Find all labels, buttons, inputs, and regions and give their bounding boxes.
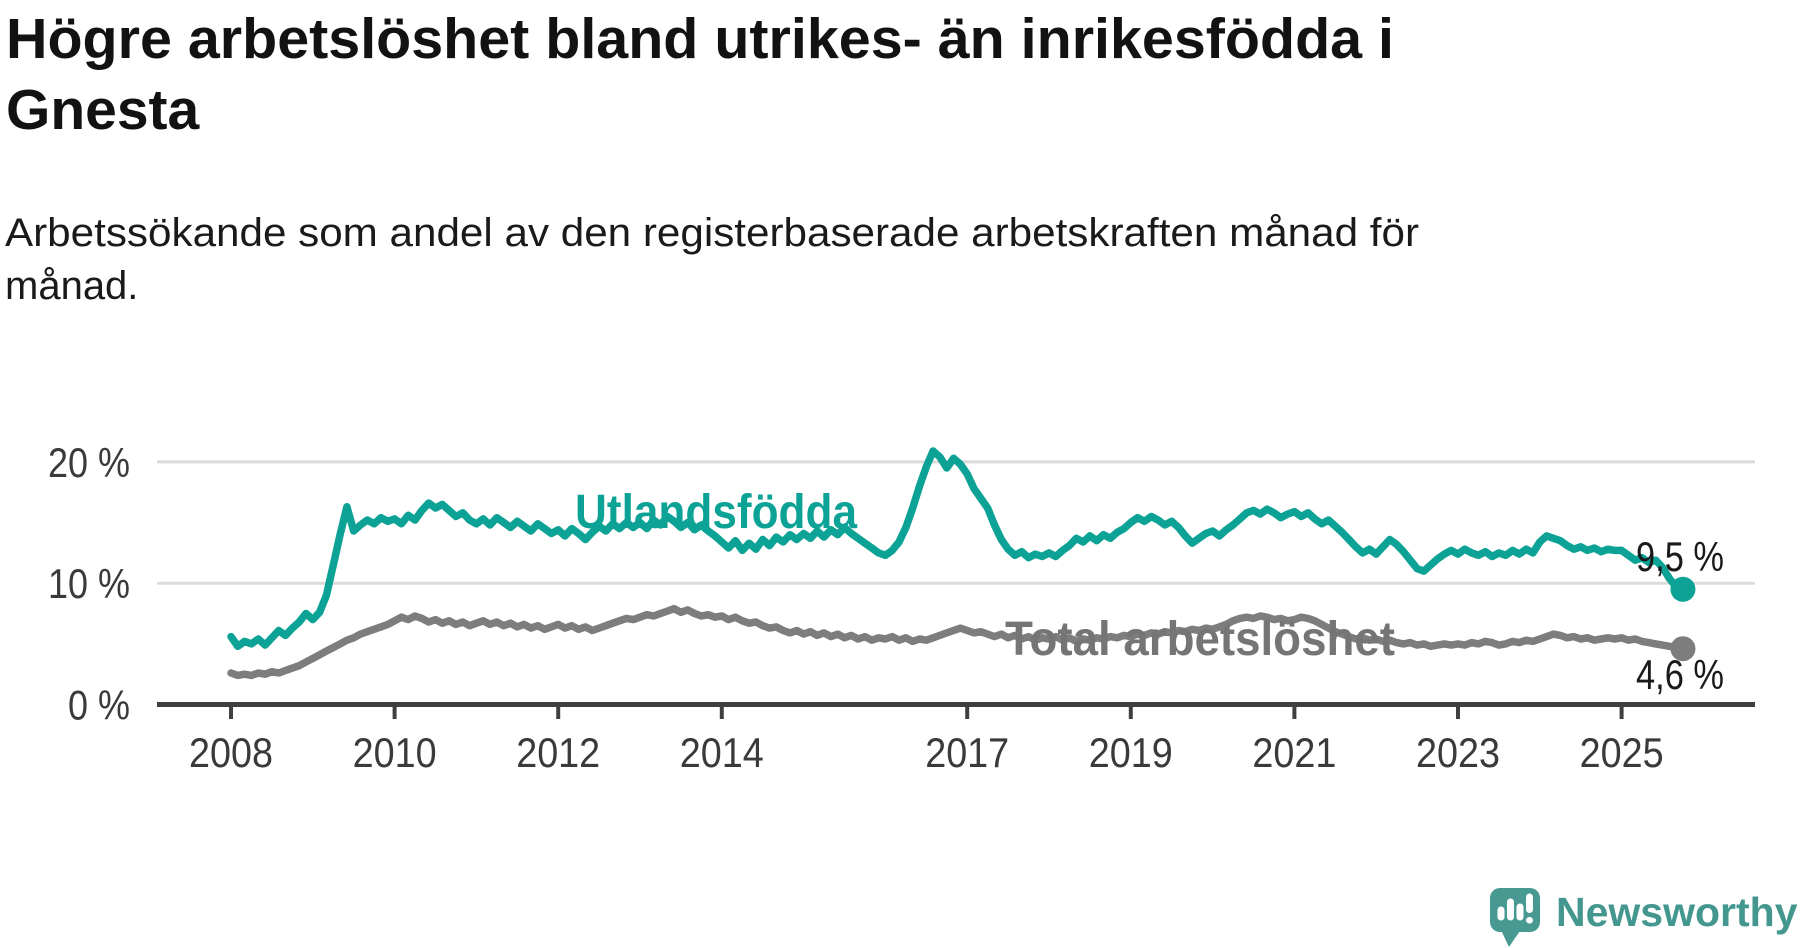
series-line-utlandsfodda xyxy=(227,447,1687,651)
series-label-total: Total arbetslöshet xyxy=(1005,613,1395,666)
x-tick-label-2008: 2008 xyxy=(189,729,273,776)
subtitle-line-1: Arbetssökande som andel av den registerb… xyxy=(5,211,1419,255)
y-tick-label-0: 0 % xyxy=(68,682,130,729)
subtitle-line-2: månad. xyxy=(5,264,138,308)
logo-bubble-tail xyxy=(1500,928,1522,947)
series-line-total xyxy=(227,604,1687,680)
x-tick-label-2021: 2021 xyxy=(1252,729,1336,776)
chart-title: Högre arbetslöshet bland utrikes- än inr… xyxy=(6,7,1394,142)
end-value-label-utlandsfodda: 9,5 % xyxy=(1636,533,1724,580)
y-tick-label-20: 20 % xyxy=(48,439,130,486)
x-tick-label-2012: 2012 xyxy=(516,729,600,776)
x-tick-label-2019: 2019 xyxy=(1089,729,1173,776)
series-label-utlandsfodda: Utlandsfödda xyxy=(575,486,857,539)
end-dots xyxy=(1670,576,1696,662)
x-axis: 2008 2010 2012 2014 2017 2019 2021 2023 2025 xyxy=(157,702,1755,776)
logo-bar-chart-icon xyxy=(1497,893,1533,924)
end-dot-utlandsfodda xyxy=(1670,576,1696,602)
x-tick-label-2014: 2014 xyxy=(680,729,764,776)
end-value-labels: 9,5 %4,6 % xyxy=(1636,533,1724,698)
logo-text: Newsworthy xyxy=(1556,889,1798,935)
end-dot-total xyxy=(1670,636,1696,662)
y-axis-labels: 0 % 10 % 20 % xyxy=(48,439,130,729)
series-labels: Utlandsfödda Total arbetslöshet xyxy=(575,486,1395,666)
x-tick-label-2025: 2025 xyxy=(1580,729,1664,776)
x-tick-label-2017: 2017 xyxy=(925,729,1009,776)
chart-subtitle: Arbetssökande som andel av den registerb… xyxy=(5,211,1419,308)
data-series xyxy=(227,447,1687,680)
x-tick-label-2023: 2023 xyxy=(1416,729,1500,776)
y-tick-label-10: 10 % xyxy=(48,560,130,607)
x-tick-label-2010: 2010 xyxy=(353,729,437,776)
title-line-1: Högre arbetslöshet bland utrikes- än inr… xyxy=(6,7,1394,71)
title-line-2: Gnesta xyxy=(6,78,201,142)
newsworthy-logo: Newsworthy xyxy=(1490,888,1798,947)
